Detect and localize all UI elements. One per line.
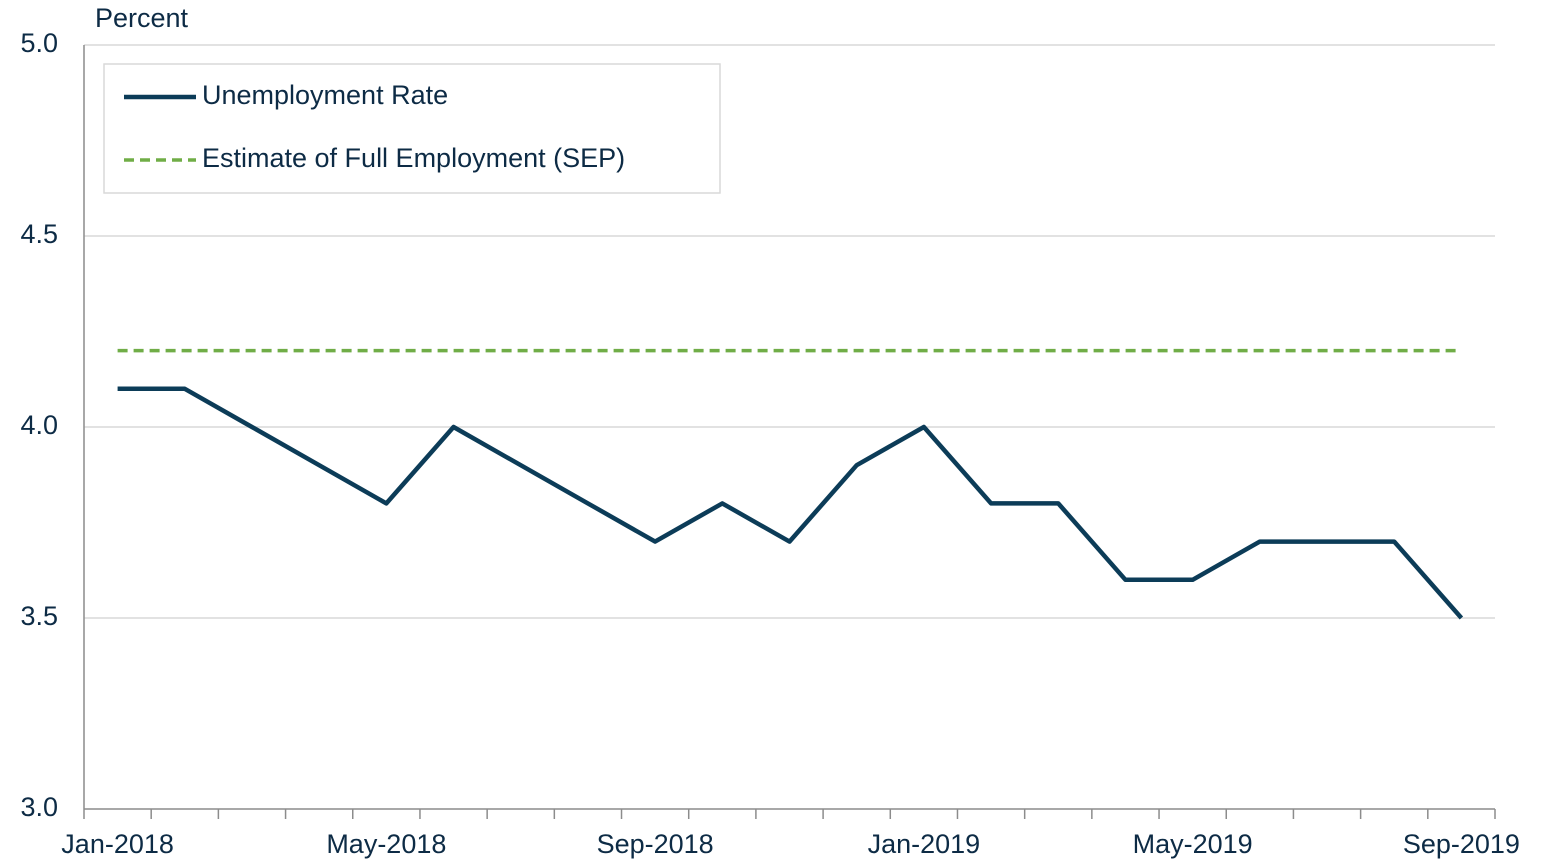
y-tick-label: 4.5 [20, 219, 58, 249]
y-axis-label: Percent [95, 3, 189, 33]
legend-label: Unemployment Rate [202, 80, 448, 110]
data-line [117, 386, 1464, 620]
x-tick-label: Jan-2019 [868, 829, 981, 859]
x-tick-label: May-2019 [1133, 829, 1253, 859]
x-tick-label: Sep-2019 [1403, 829, 1520, 859]
legend-box [103, 63, 721, 194]
x-tick-label: May-2018 [326, 829, 446, 859]
y-tick-label: 4.0 [20, 410, 58, 440]
y-tick-label: 3.5 [20, 601, 58, 631]
y-tick-label: 3.0 [20, 792, 58, 822]
y-tick-label: 5.0 [20, 28, 58, 58]
legend-label: Estimate of Full Employment (SEP) [202, 143, 625, 173]
x-tick-label: Jan-2018 [61, 829, 174, 859]
x-tick-label: Sep-2018 [597, 829, 714, 859]
